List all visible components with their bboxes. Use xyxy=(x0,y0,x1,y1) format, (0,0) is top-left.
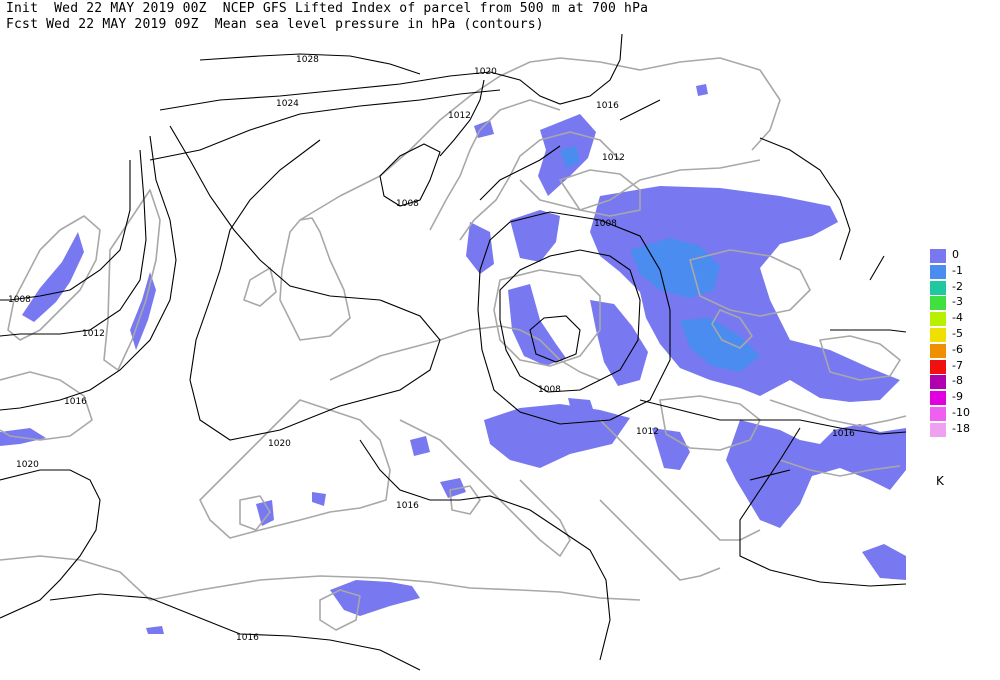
isobar-label-1008-east: 1008 xyxy=(594,219,617,229)
isobar-label-1016-italy: 1016 xyxy=(396,501,419,511)
legend-label: -6 xyxy=(952,342,963,356)
legend-swatch xyxy=(930,327,946,342)
isobar-label-1016-east: 1016 xyxy=(832,429,855,439)
isobar-label-1020-north: 1020 xyxy=(474,67,497,77)
isobar-label-1020-france: 1020 xyxy=(268,439,291,449)
legend-label: -2 xyxy=(952,279,963,293)
legend-swatch xyxy=(930,359,946,374)
isobar-label-1016-atlantic: 1016 xyxy=(64,397,87,407)
lifted-index-minus1-areas xyxy=(560,146,760,372)
isobar-label-1008-central: 1008 xyxy=(538,385,561,395)
legend-swatch xyxy=(930,422,946,437)
title-line-1: Init Wed 22 MAY 2019 00Z NCEP GFS Lifted… xyxy=(6,1,649,16)
legend-swatch xyxy=(930,391,946,406)
weather-map: 1028 1024 1020 1016 1012 1012 1008 1008 … xyxy=(0,34,907,671)
lifted-index-areas xyxy=(0,84,906,634)
isobar-label-1012-balkans: 1012 xyxy=(636,427,659,437)
isobar-label-1020-west: 1020 xyxy=(16,460,39,470)
legend-label: -18 xyxy=(952,421,970,435)
legend-label: -1 xyxy=(952,263,963,277)
legend-label: -8 xyxy=(952,374,963,388)
legend-label: -7 xyxy=(952,358,963,372)
isobar-label-1016-africa: 1016 xyxy=(236,633,259,643)
isobar-label-1008-atlantic: 1008 xyxy=(8,295,31,305)
legend-label: -5 xyxy=(952,326,963,340)
isobar-label-1012-baltic: 1012 xyxy=(602,153,625,163)
legend-label: 0 xyxy=(952,248,959,261)
legend-swatch xyxy=(930,264,946,279)
legend-swatch xyxy=(930,343,946,358)
isobar-label-1028: 1028 xyxy=(296,55,319,65)
isobar-label-1008-norway: 1008 xyxy=(396,199,419,209)
isobar-label-1012-north: 1012 xyxy=(448,111,471,121)
legend-swatch xyxy=(930,280,946,295)
isobar-label-1024: 1024 xyxy=(276,99,299,109)
legend-swatch xyxy=(930,312,946,327)
isobar-label-1016-north: 1016 xyxy=(596,101,619,111)
isobar-labels: 1028 1024 1020 1016 1012 1012 1008 1008 … xyxy=(8,55,855,643)
legend-swatch xyxy=(930,406,946,421)
legend-label: -9 xyxy=(952,390,963,404)
legend-swatch xyxy=(930,375,946,390)
legend-label: -10 xyxy=(952,405,970,419)
legend-swatch xyxy=(930,249,946,263)
legend-unit: K xyxy=(936,474,944,488)
title-line-2: Fcst Wed 22 MAY 2019 09Z Mean sea level … xyxy=(6,17,544,32)
legend-label: -3 xyxy=(952,295,963,309)
isobars xyxy=(0,34,907,671)
legend-swatch xyxy=(930,296,946,311)
legend-label: -4 xyxy=(952,311,963,325)
coastlines xyxy=(0,57,907,631)
isobar-label-1012-atlantic: 1012 xyxy=(82,329,105,339)
